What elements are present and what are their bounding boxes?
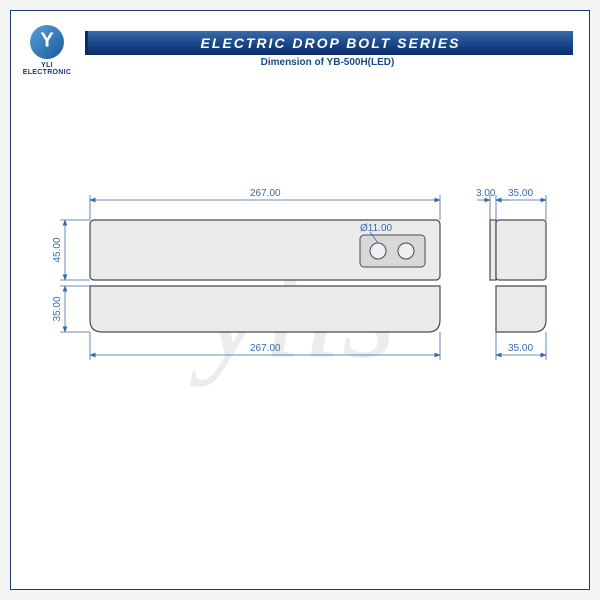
dim-hole-dia: Ø11.00 [360,223,392,234]
hole-2 [398,243,414,259]
logo-letter: Y [40,29,53,52]
dim-side-width-bottom: 35.00 [508,343,533,354]
logo-circle: Y [30,25,64,59]
dim-front-width-bottom: 267.00 [250,343,281,354]
drawing-area: ylis 267.00 267.00 [10,100,588,520]
title-text: ELECTRIC DROP BOLT SERIES [200,35,460,51]
title-bar: ELECTRIC DROP BOLT SERIES [85,31,573,55]
technical-drawing: 267.00 267.00 45.00 35.00 Ø11.00 3.00 35… [10,100,588,520]
subtitle: Dimension of YB-500H(LED) [85,57,570,68]
side-bottom-body [496,286,546,332]
dim-front-height-top: 45.00 [52,237,63,262]
side-top-thin [490,220,496,280]
dim-side-width-top: 35.00 [508,188,533,199]
dim-side-gap: 3.00 [476,188,496,199]
dim-front-height-bottom: 35.00 [52,296,63,321]
logo: Y YLI ELECTRONIC [22,25,72,75]
hole-1 [370,243,386,259]
dim-front-width-top: 267.00 [250,188,281,199]
logo-brand: YLI ELECTRONIC [22,62,72,76]
header: Y YLI ELECTRONIC ELECTRIC DROP BOLT SERI… [10,25,588,85]
side-top-body [496,220,546,280]
front-bottom-body [90,286,440,332]
